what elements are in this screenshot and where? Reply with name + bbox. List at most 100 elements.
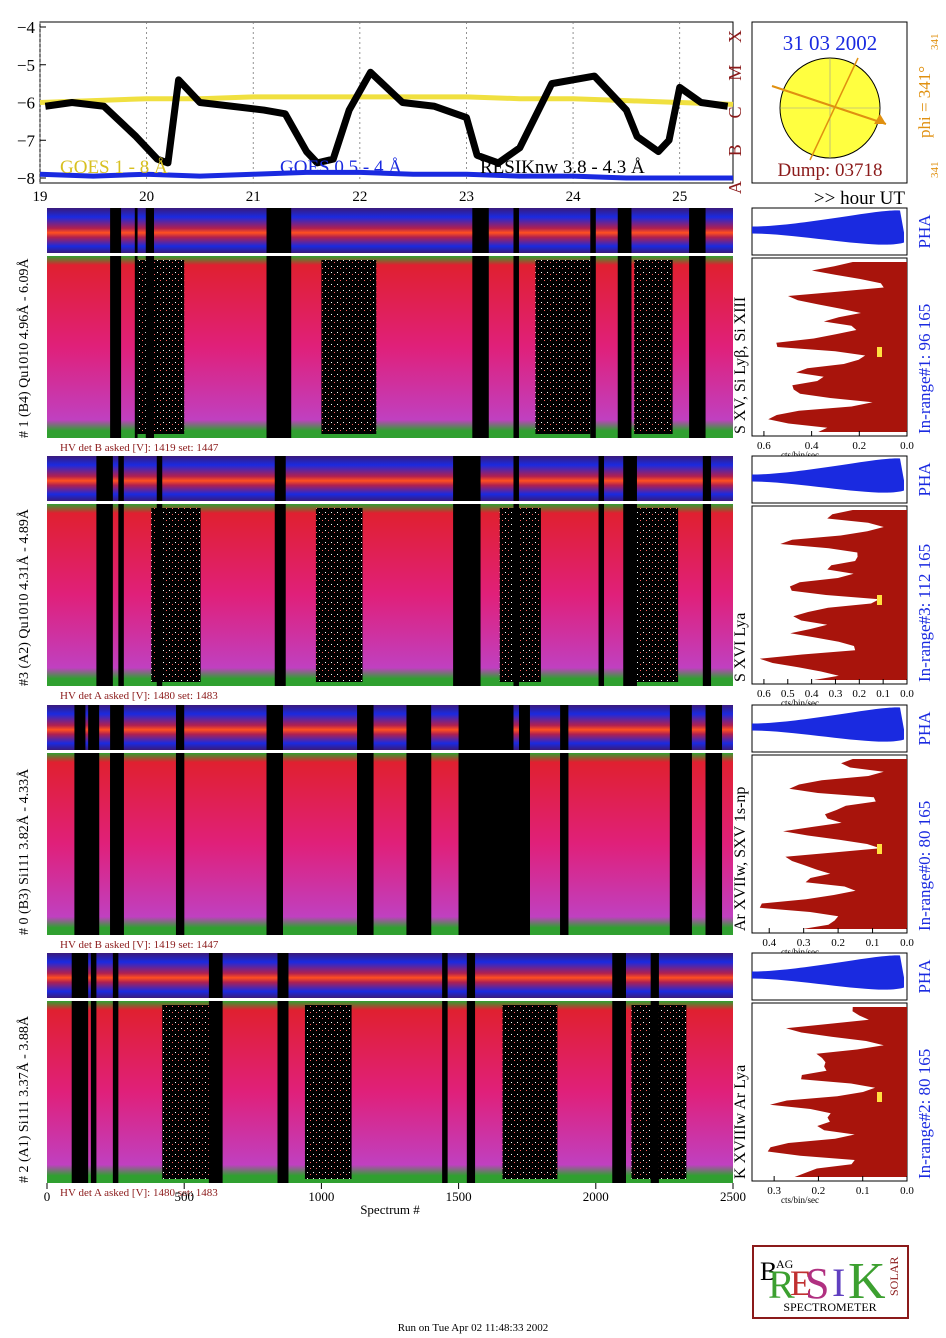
logo-letter: I [832, 1260, 845, 1305]
legend-entry: GOES 0.5 - 4 Å [280, 157, 402, 178]
data-gap-pha [266, 208, 292, 253]
data-gap-spec [442, 1001, 448, 1183]
profile-tick-label: 0.2 [852, 688, 866, 700]
data-gap-spec [513, 256, 519, 438]
data-gap-spec [590, 256, 596, 438]
data-gap-pha [88, 705, 100, 750]
data-gap-spec [118, 504, 124, 686]
data-gap-pha [74, 705, 86, 750]
profile-tick-label: 0.0 [900, 440, 914, 452]
flare-region [628, 508, 679, 682]
x-tick-label: 25 [672, 189, 687, 205]
data-gap-pha [513, 208, 519, 253]
data-gap-spec [406, 753, 432, 935]
pha-profile [752, 210, 904, 245]
logo-letter: SOLAR [887, 1257, 901, 1296]
spectrogram-live-region [568, 753, 670, 935]
pha-profile [752, 707, 904, 742]
logo-letter: E [790, 1263, 812, 1303]
data-gap-pha [71, 953, 89, 998]
spectrometer-direction-arrow [771, 85, 887, 125]
goes-class-letter: M [725, 65, 745, 81]
data-gap-pha [208, 953, 223, 998]
line-ids-label: Ar XVIIw, SXV 1s-np [732, 787, 749, 931]
legend-entry: RESIKnw 3.8 - 4.3 Å [480, 157, 645, 178]
pha-strip [47, 953, 733, 998]
data-gap-pha [357, 705, 374, 750]
in-range-label: In-range#2: 80 165 [915, 1049, 934, 1179]
spectrogram-live-region [373, 753, 407, 935]
flare-region [535, 260, 591, 434]
data-gap-pha [617, 208, 632, 253]
data-gap-spec [689, 256, 706, 438]
profile-shape [767, 1007, 907, 1177]
profile-tick-label: 0.2 [831, 937, 845, 949]
profile-shape [759, 759, 907, 929]
data-gap-pha [134, 208, 138, 253]
in-range-label: In-range#1: 96 165 [915, 304, 934, 434]
data-gap-spec [598, 504, 605, 686]
detector-panel-0: HV det B asked [V]: 1419 set: 1447 # 0 (B… [16, 704, 934, 957]
spectrogram-live-region [47, 753, 75, 935]
line-ids-label: S XV, Si Lyβ, Si XIII [732, 297, 749, 434]
x-tick-label: 23 [459, 189, 474, 205]
data-gap-pha [466, 953, 476, 998]
logo-letter: B [760, 1257, 777, 1286]
data-gap-spec [110, 256, 122, 438]
data-gap-spec [208, 1001, 223, 1183]
data-gap-pha [623, 456, 637, 501]
data-gap-spec [96, 504, 113, 686]
profile-tick-label: 0.6 [757, 688, 771, 700]
data-gap-spec [74, 753, 86, 935]
pha-live-region [123, 705, 176, 750]
data-gap-pha [472, 208, 489, 253]
in-range-label: In-range#0: 80 165 [915, 801, 934, 931]
detector-label: # 2 (A1) Si111 3.37Å - 3.88Å [16, 1015, 32, 1183]
spectrum-tick-label: 0 [44, 1189, 51, 1204]
spectrum-tick-label: 2000 [583, 1189, 609, 1204]
spectrogram-live-region [99, 753, 111, 935]
data-gap-spec [266, 753, 283, 935]
series-line [44, 68, 729, 167]
pha-label: PHA [915, 462, 934, 497]
cts-label: cts/bin/sec [781, 947, 819, 957]
flare-region [499, 508, 541, 682]
profile-tick-label: 0.4 [762, 937, 776, 949]
goes-class-letter: A [725, 181, 745, 194]
data-gap-pha [453, 456, 481, 501]
line-ids-label: S XVI Lya [732, 613, 749, 682]
data-gap-pha [689, 208, 706, 253]
goes-class-letter: X [725, 30, 745, 43]
cts-label: cts/bin/sec [781, 698, 819, 708]
detector-label: # 1 (B4) Qu1010 4.96Å - 6.09Å [16, 257, 32, 438]
dump-label: Dump: 03718 [777, 160, 882, 181]
data-gap-pha [175, 705, 185, 750]
hv-label: HV det A asked [V]: 1480 set: 1483 [60, 690, 218, 702]
profile-tick-label: 0.0 [900, 688, 914, 700]
y-tick-label: −6 [17, 94, 35, 113]
data-gap-spec [705, 753, 723, 935]
data-gap-pha [274, 456, 286, 501]
cts-label: cts/bin/sec [781, 1195, 819, 1205]
spectrogram-live-region [722, 753, 733, 935]
pha-live-region [99, 705, 111, 750]
data-gap-pha [669, 705, 692, 750]
data-gap-spec [669, 753, 692, 935]
data-gap-spec [472, 256, 489, 438]
profile-tick-label: 0.2 [852, 440, 866, 452]
x-tick-label: 20 [139, 189, 154, 205]
data-gap-spec [650, 1001, 659, 1183]
profile-tick-label: 0.1 [866, 937, 880, 949]
logo-title-bg [758, 1300, 903, 1313]
flare-region [162, 1005, 212, 1179]
pha-live-region [431, 705, 459, 750]
data-gap-spec [134, 256, 138, 438]
data-gap-pha [156, 456, 163, 501]
hv-label: HV det B asked [V]: 1419 set: 1447 [60, 939, 219, 951]
data-gap-pha [702, 456, 712, 501]
goes-lightcurve-plot: 19 20 21 22 23 24 25 −4 −5 −6 −7 −8 GOES 1 - 8 Å GOES… [17, 18, 905, 209]
pha-live-region [722, 705, 733, 750]
profile-marker [877, 844, 882, 854]
data-gap-spec [466, 1001, 476, 1183]
